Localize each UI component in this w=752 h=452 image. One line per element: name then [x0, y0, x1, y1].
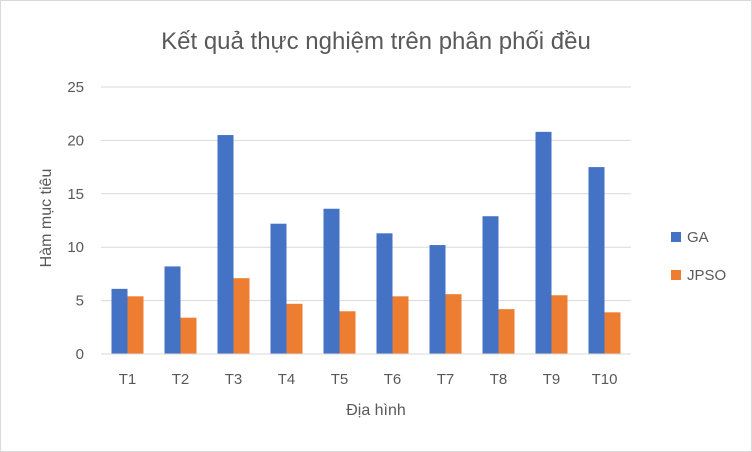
legend: GA JPSO	[671, 229, 726, 284]
x-tick-label: T3	[225, 371, 243, 388]
chart-title: Kết quả thực nghiệm trên phân phối đều	[161, 28, 591, 55]
bar-jpso-t6	[392, 296, 409, 354]
y-tick-label: 5	[76, 293, 84, 310]
bar-ga-t8	[482, 216, 499, 354]
bar-ga-t6	[376, 233, 393, 354]
bar-jpso-t4	[286, 303, 303, 354]
x-tick-label: T1	[119, 371, 137, 388]
bar-ga-t1	[111, 288, 128, 354]
bar-ga-t9	[535, 131, 552, 354]
x-tick-label: T2	[172, 371, 190, 388]
legend-label-jpso: JPSO	[687, 267, 726, 284]
x-tick-label: T5	[331, 371, 349, 388]
x-tick-label: T8	[490, 371, 508, 388]
x-tick-label: T4	[278, 371, 296, 388]
x-axis-label: Địa hình	[346, 402, 406, 419]
bar-jpso-t3	[233, 278, 250, 354]
bar-ga-t3	[217, 135, 234, 354]
bar-jpso-t9	[551, 295, 568, 354]
y-tick-label: 20	[67, 132, 84, 149]
y-tick-label: 0	[76, 346, 84, 363]
x-tick-label: T10	[592, 371, 618, 388]
bar-jpso-t1	[127, 296, 144, 354]
y-tick-label: 10	[67, 239, 84, 256]
bar-ga-t10	[588, 167, 605, 354]
y-tick-labels: 0 5 10 15 20 25	[67, 79, 84, 363]
bar-jpso-t7	[445, 294, 462, 354]
x-tick-label: T9	[543, 371, 561, 388]
bar-ga-t7	[429, 245, 446, 354]
legend-swatch-jpso	[671, 270, 681, 280]
x-tick-labels: T1 T2 T3 T4 T5 T6 T7 T8 T9 T10	[119, 371, 618, 388]
legend-swatch-ga	[671, 232, 681, 242]
x-tick-label: T6	[384, 371, 402, 388]
bar-jpso-t5	[339, 311, 356, 354]
bar-ga-t2	[164, 266, 181, 354]
bars	[111, 131, 621, 354]
bar-jpso-t10	[604, 312, 621, 354]
legend-label-ga: GA	[687, 229, 709, 246]
bar-ga-t4	[270, 223, 287, 354]
y-tick-label: 25	[67, 79, 84, 96]
bar-ga-t5	[323, 208, 340, 354]
y-axis-label: Hàm mục tiêu	[38, 169, 55, 268]
x-tick-label: T7	[437, 371, 455, 388]
y-tick-label: 15	[67, 186, 84, 203]
bar-jpso-t8	[498, 309, 515, 354]
bar-jpso-t2	[180, 317, 197, 354]
